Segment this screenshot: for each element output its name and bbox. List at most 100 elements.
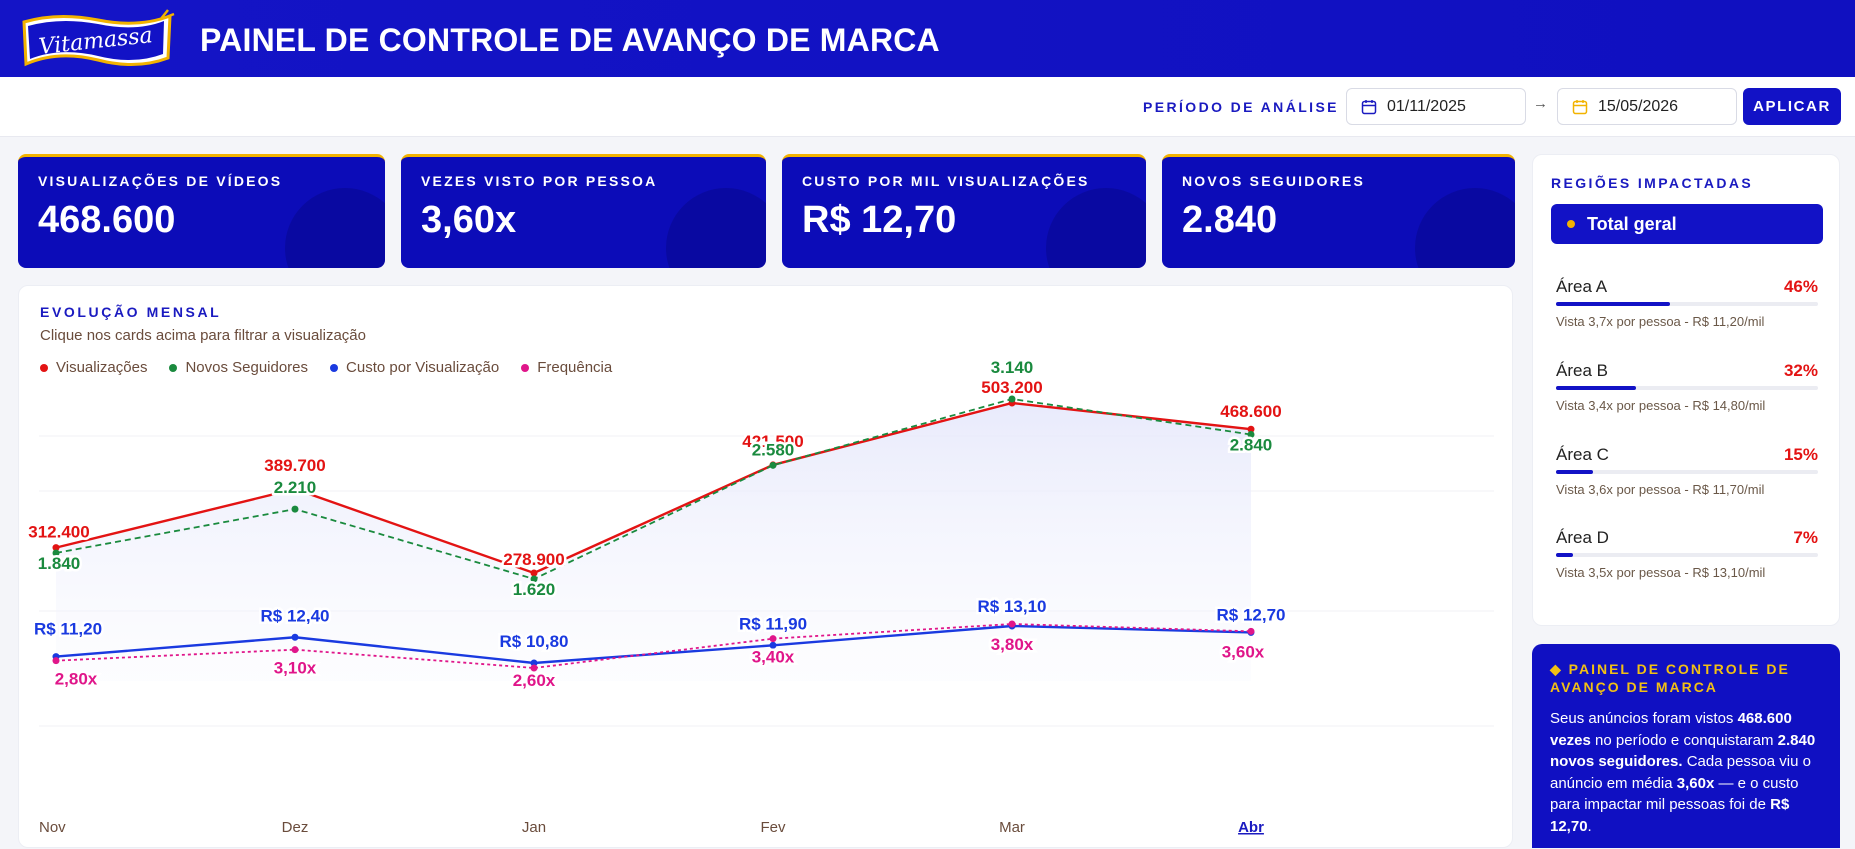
x-axis-tick-label: Dez [282,819,309,836]
views-data-label: 278.900 [503,550,564,569]
kpi-card-followers[interactable]: NOVOS SEGUIDORES 2.840 [1162,154,1515,268]
region-progress-fill [1556,302,1671,306]
kpi-card-views[interactable]: VISUALIZAÇÕES DE VÍDEOS 468.600 [18,154,385,268]
kpi-card-cpm[interactable]: CUSTO POR MIL VISUALIZAÇÕES R$ 12,70 [782,154,1146,268]
summary-highlight: R$ 12,70 [1550,796,1790,835]
arrow-right-icon: → [1533,95,1548,112]
legend-item-views[interactable]: Visualizações [40,359,147,376]
monthly-evolution-chart: 312.400 389.700 278.900 421.500 503.200 468.6… [26,356,1494,836]
summary-fragment: Seus anúncios foram vistos [1550,710,1738,727]
end-date-value: 15/05/2026 [1598,97,1679,115]
cost-data-label: R$ 12,70 [1217,605,1286,624]
region-item-a[interactable]: Área A 46% Vista 3,7x por pessoa - R$ 11… [1556,277,1818,347]
followers-line [55,398,1252,580]
legend-item-frequency[interactable]: Frequência [521,359,612,376]
regions-title: REGIÕES IMPACTADAS [1551,175,1754,191]
cost-data-label: R$ 13,10 [978,597,1047,616]
apply-button[interactable]: APLICAR [1743,88,1841,125]
kpi-label: NOVOS SEGUIDORES [1182,173,1366,189]
views-data-label: 389.700 [264,456,325,475]
kpi-value: R$ 12,70 [802,199,957,241]
followers-data-label: 1.620 [513,580,556,599]
region-progress-fill [1556,386,1636,390]
region-detail: Vista 3,7x por pessoa - R$ 11,20/mil [1556,314,1765,329]
followers-data-label: 2.580 [752,440,795,459]
region-item-b[interactable]: Área B 32% Vista 3,4x por pessoa - R$ 14… [1556,361,1818,431]
period-label: PERÍODO DE ANÁLISE [1143,99,1339,115]
region-item-c[interactable]: Área C 15% Vista 3,6x por pessoa - R$ 11… [1556,445,1818,515]
kpi-card-frequency[interactable]: VEZES VISTO POR PESSOA 3,60x [401,154,766,268]
legend-item-followers[interactable]: Novos Seguidores [169,359,308,376]
end-date-field[interactable]: 15/05/2026 [1557,88,1737,125]
summary-highlight: 2.840 novos seguidores. [1550,731,1816,771]
region-item-d[interactable]: Área D 7% Vista 3,5x por pessoa - R$ 13,… [1556,528,1818,598]
followers-data-label: 1.840 [38,554,81,573]
region-name: Área B [1556,361,1608,380]
followers-data-label: 3.140 [991,358,1034,377]
regions-panel: REGIÕES IMPACTADAS Total geral Área A 46… [1532,154,1840,626]
data-point [291,505,299,513]
region-percent: 32% [1783,361,1818,380]
vitamassa-logo[interactable]: Vitamassa [18,8,178,72]
chart-legend: Visualizações Novos Seguidores Custo por… [40,359,612,376]
legend-dot [330,363,339,372]
data-point [1247,627,1255,635]
region-name: Área A [1556,277,1608,296]
followers-data-label: 2.210 [274,478,317,497]
region-detail: Vista 3,4x por pessoa - R$ 14,80/mil [1556,398,1766,413]
summary-title: ◆ PAINEL DE CONTROLE DE AVANÇO DE MARCA [1550,661,1790,695]
total-label: Total geral [1587,213,1677,234]
views-data-label: 503.200 [981,378,1042,397]
frequency-line [55,623,1252,669]
x-axis-tick-label: Jan [522,819,546,836]
region-name: Área C [1556,445,1609,464]
legend-item-cost[interactable]: Custo por Visualização [330,359,499,376]
views-data-label: 468.600 [1220,402,1281,421]
kpi-value: 468.600 [38,199,176,241]
data-point [1008,620,1016,628]
data-point [530,569,538,577]
legend-label: Novos Seguidores [185,359,309,376]
data-point [530,575,538,583]
region-percent: 15% [1783,445,1818,464]
frequency-data-label: 3,10x [274,659,317,678]
card-decoration [1415,188,1515,268]
x-axis-tick-label: Fev [760,819,786,836]
views-data-label: 312.400 [28,523,89,542]
region-detail: Vista 3,6x por pessoa - R$ 11,70/mil [1556,482,1765,497]
calendar-icon [1572,99,1588,114]
app-header: Vitamassa PAINEL DE CONTROLE DE AVANÇO D… [0,0,1855,77]
summary-panel: ◆ PAINEL DE CONTROLE DE AVANÇO DE MARCA … [1532,644,1840,848]
bullet-icon [1567,220,1575,228]
region-progress-track [1556,386,1818,390]
region-progress-track [1556,553,1818,557]
legend-label: Visualizações [56,359,148,376]
summary-highlight: 468.600 vezes [1550,710,1792,749]
start-date-value: 01/11/2025 [1387,97,1466,115]
total-general-button[interactable]: Total geral [1551,204,1823,244]
page-title: PAINEL DE CONTROLE DE AVANÇO DE MARCA [200,22,940,58]
x-axis-tick-label: Mar [999,819,1025,836]
kpi-value: 3,60x [421,199,517,241]
summary-fragment: Cada pessoa viu o anúncio em média [1550,753,1811,792]
data-point [52,657,60,665]
data-point [769,635,777,643]
calendar-icon [1361,99,1377,114]
kpi-label: VEZES VISTO POR PESSOA [421,173,658,189]
summary-fragment: no período e conquistaram [1590,731,1778,749]
region-percent: 7% [1793,528,1818,547]
frequency-data-label: 2,80x [55,670,98,689]
views-area-fill [56,403,1251,681]
legend-label: Frequência [537,359,613,376]
start-date-field[interactable]: 01/11/2025 [1346,88,1526,125]
followers-data-label: 2.840 [1230,436,1273,455]
cost-data-label: R$ 11,90 [739,614,807,633]
legend-dot [40,363,48,372]
summary-highlight: 3,60x [1676,774,1715,792]
monthly-evolution-card: 312.400 389.700 278.900 421.500 503.200 468.6… [18,285,1513,848]
card-decoration [285,188,385,268]
data-point [291,646,299,654]
kpi-label: VISUALIZAÇÕES DE VÍDEOS [38,173,283,189]
cost-line [55,624,1252,665]
views-line [55,401,1252,575]
